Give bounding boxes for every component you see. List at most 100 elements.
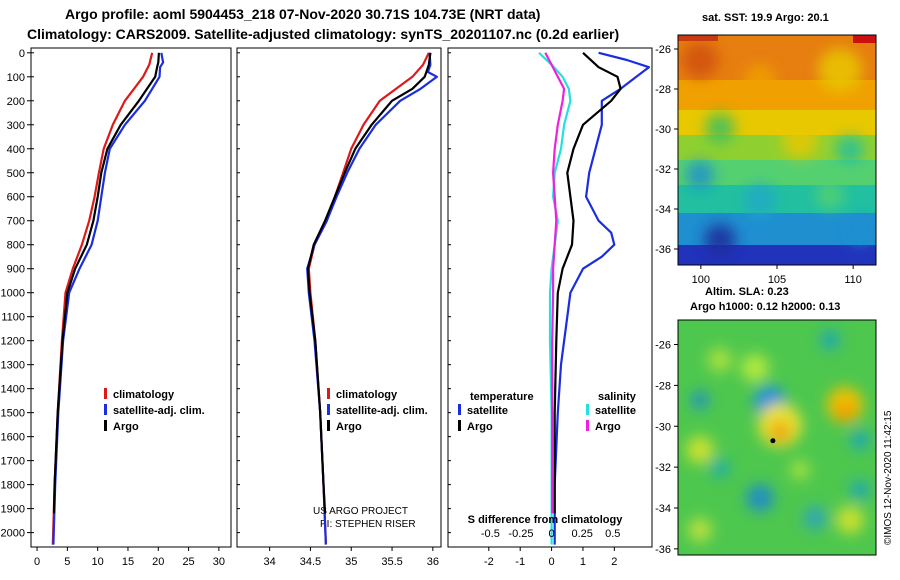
depth-tick-label: 700 xyxy=(7,216,25,228)
x-tick-label: 30 xyxy=(213,556,225,568)
series-line-temperature-argo xyxy=(553,51,622,514)
legend-label: climatology xyxy=(336,389,398,401)
legend-label: climatology xyxy=(113,389,175,401)
legend-swatch xyxy=(458,420,461,431)
x-tick-label: 10 xyxy=(92,556,104,568)
depth-tick-label: 300 xyxy=(7,120,25,132)
legend-swatch xyxy=(327,388,330,399)
sst-lon-label: 105 xyxy=(768,274,786,286)
sst-lat-label: -30 xyxy=(655,124,671,136)
legend-swatch xyxy=(327,404,330,415)
secondary-tick-label: -0.5 xyxy=(481,528,500,540)
x-tick-label: 0 xyxy=(549,556,555,568)
argo-position-marker xyxy=(770,438,776,444)
temperature-panel-frame xyxy=(30,47,232,548)
sst-lon-label: 110 xyxy=(844,274,862,286)
x-tick-label: -2 xyxy=(484,556,494,568)
x-tick-label: 1 xyxy=(580,556,586,568)
series-line-argo xyxy=(306,52,432,514)
argo-height-label: Argo h1000: 0.12 h2000: 0.13 xyxy=(690,301,841,313)
x-tick-label: 34.5 xyxy=(300,556,321,568)
x-tick-label: 15 xyxy=(122,556,134,568)
sla-label: Altim. SLA: 0.23 xyxy=(705,286,789,298)
secondary-tick-label: 0.25 xyxy=(571,528,592,540)
depth-tick-label: 0 xyxy=(19,48,25,60)
sst-label: sat. SST: 19.9 Argo: 20.1 xyxy=(702,12,829,24)
depth-tick-label: 100 xyxy=(7,72,25,84)
depth-tick-label: 1700 xyxy=(1,456,25,468)
x-tick-label: 5 xyxy=(64,556,70,568)
legend-label: satellite xyxy=(595,405,636,417)
sla-map-frame xyxy=(677,319,877,556)
legend-label: Argo xyxy=(336,421,362,433)
sst-lon-label: 100 xyxy=(692,274,710,286)
x-tick-label: 35.5 xyxy=(381,556,402,568)
series-line-salinity-argo xyxy=(544,52,566,514)
climatology-title: Climatology: CARS2009. Satellite-adjuste… xyxy=(27,26,620,42)
x-tick-label: 25 xyxy=(182,556,194,568)
depth-tick-label: 1600 xyxy=(1,432,25,444)
depth-tick-label: 1800 xyxy=(1,480,25,492)
x-tick-label: 35 xyxy=(345,556,357,568)
series-line-climatology xyxy=(307,52,430,545)
sla-map xyxy=(678,320,876,555)
secondary-tick-label: -0.25 xyxy=(508,528,533,540)
series-line-salinity-satellite xyxy=(538,52,572,545)
legend-label: satellite xyxy=(467,405,508,417)
legend-label: satellite-adj. clim. xyxy=(113,405,205,417)
depth-tick-label: 1500 xyxy=(1,408,25,420)
x-tick-label: -1 xyxy=(515,556,525,568)
legend-swatch xyxy=(104,420,107,431)
difference-panel-frame xyxy=(447,47,653,548)
legend-swatch xyxy=(104,388,107,399)
legend-label: Argo xyxy=(467,421,493,433)
depth-tick-label: 1000 xyxy=(1,288,25,300)
sst-lat-label: -36 xyxy=(655,244,671,256)
sla-lat-label: -28 xyxy=(655,380,671,392)
legend-swatch xyxy=(327,420,330,431)
difference-xlabel: S difference from climatology xyxy=(468,514,624,526)
sla-lat-label: -26 xyxy=(655,340,671,352)
series-line-satellite-adj-clim- xyxy=(52,52,165,545)
legend-swatch xyxy=(586,404,589,415)
legend-label: Argo xyxy=(113,421,139,433)
depth-tick-label: 1900 xyxy=(1,504,25,516)
depth-tick-label: 600 xyxy=(7,192,25,204)
sst-lat-label: -28 xyxy=(655,84,671,96)
depth-tick-label: 1200 xyxy=(1,336,25,348)
legend-title: temperature xyxy=(470,391,534,403)
legend-swatch xyxy=(104,404,107,415)
x-tick-label: 36 xyxy=(427,556,439,568)
sla-lat-label: -36 xyxy=(655,544,671,556)
credits-project: US ARGO PROJECT xyxy=(313,506,409,517)
salinity-panel-frame xyxy=(236,47,442,548)
sst-map xyxy=(678,35,876,265)
depth-tick-label: 1400 xyxy=(1,384,25,396)
depth-tick-label: 1300 xyxy=(1,360,25,372)
depth-tick-label: 1100 xyxy=(1,312,25,324)
x-tick-label: 2 xyxy=(611,556,617,568)
sst-lat-label: -26 xyxy=(655,44,671,56)
profile-title: Argo profile: aoml 5904453_218 07-Nov-20… xyxy=(65,6,541,22)
x-tick-label: 34 xyxy=(264,556,276,568)
sla-lat-label: -34 xyxy=(655,503,671,515)
secondary-tick-label: 0.5 xyxy=(605,528,620,540)
series-line-argo xyxy=(52,52,160,514)
sla-lat-label: -30 xyxy=(655,421,671,433)
depth-tick-label: 200 xyxy=(7,96,25,108)
legend-label: satellite-adj. clim. xyxy=(336,405,428,417)
series-line-temperature-satellite xyxy=(553,51,651,545)
depth-tick-label: 400 xyxy=(7,144,25,156)
sst-lat-label: -32 xyxy=(655,164,671,176)
legend-title: salinity xyxy=(598,391,637,403)
depth-tick-label: 2000 xyxy=(1,528,25,540)
depth-tick-label: 800 xyxy=(7,240,25,252)
secondary-tick-label: 0 xyxy=(549,528,555,540)
legend-swatch xyxy=(586,420,589,431)
legend-label: Argo xyxy=(595,421,621,433)
depth-tick-label: 900 xyxy=(7,264,25,276)
sst-lat-label: -34 xyxy=(655,204,671,216)
credits-pi: PI: STEPHEN RISER xyxy=(320,519,416,530)
series-line-satellite-adj-clim- xyxy=(306,52,438,545)
